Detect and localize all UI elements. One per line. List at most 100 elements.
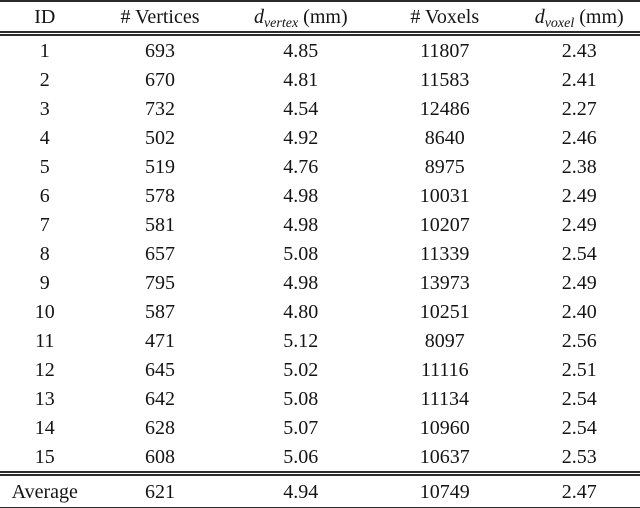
cell-num-voxels: 11134 [420,387,470,410]
table-row: 1 693 4.85 11807 2.43 [0,34,640,66]
table-row: 7 581 4.98 10207 2.49 [0,210,640,239]
math-symbol-d-vertex: d [253,5,264,28]
average-d-vertex: 4.94 [230,471,372,508]
header-row: ID # Vertices dvertex (mm) # Voxels dvoxe… [0,0,640,36]
table-footer: Average 621 4.94 10749 2.47 [0,471,640,508]
table-row: 3 732 4.54 12486 2.27 [0,94,640,123]
cell-d-vertex: 5.06 [283,445,319,468]
cell-d-voxel: 2.43 [561,39,597,62]
cell-id: 1 [39,39,50,62]
table-row: 4 502 4.92 8640 2.46 [0,123,640,152]
math-subscript-vertex: vertex [263,15,299,31]
cell-num-voxels: 10637 [419,445,470,468]
cell-d-voxel: 2.56 [561,329,597,352]
cell-d-voxel: 2.38 [561,155,597,178]
cell-id: 7 [39,213,50,236]
cell-id: 12 [34,358,55,381]
cell-num-voxels: 11583 [420,68,470,91]
cell-num-vertices: 502 [144,126,175,149]
average-row: Average 621 4.94 10749 2.47 [0,471,640,508]
average-d-voxel: 2.47 [518,471,640,508]
cell-d-voxel: 2.54 [561,242,597,265]
cell-id: 3 [39,97,50,120]
cell-d-vertex: 5.08 [283,387,319,410]
cell-num-vertices: 642 [144,387,175,410]
cell-d-voxel: 2.49 [561,213,597,236]
table-row: 13 642 5.08 11134 2.54 [0,384,640,413]
cell-id: 5 [39,155,50,178]
cell-num-voxels: 8097 [424,329,465,352]
cell-num-voxels: 11339 [420,242,470,265]
cell-d-vertex: 5.02 [283,358,319,381]
cell-num-vertices: 471 [144,329,175,352]
cell-d-voxel: 2.49 [561,271,597,294]
table-row: 9 795 4.98 13973 2.49 [0,268,640,297]
cell-d-vertex: 5.12 [283,329,319,352]
cell-d-vertex: 4.92 [283,126,319,149]
cell-num-vertices: 732 [144,97,175,120]
cell-d-voxel: 2.46 [561,126,597,149]
table-body: 1 693 4.85 11807 2.43 2 670 4.81 11583 2… [0,34,640,474]
cell-d-vertex: 4.76 [283,155,319,178]
cell-num-vertices: 587 [144,300,175,323]
cell-id: 4 [39,126,50,149]
cell-num-vertices: 519 [144,155,175,178]
col-header-id: ID [0,0,90,36]
cell-id: 6 [39,184,50,207]
table-row: 2 670 4.81 11583 2.41 [0,65,640,94]
cell-d-vertex: 4.81 [283,68,319,91]
cell-num-voxels: 11116 [420,358,469,381]
cell-num-voxels: 10960 [419,416,470,439]
cell-num-vertices: 670 [144,68,175,91]
cell-num-voxels: 8975 [424,155,465,178]
math-subscript-voxel: voxel [544,15,575,31]
cell-d-voxel: 2.41 [561,68,597,91]
table-row: 12 645 5.02 11116 2.51 [0,355,640,384]
cell-id: 9 [39,271,50,294]
cell-d-voxel: 2.49 [561,184,597,207]
unit-label-mm-vertex: (mm) [303,5,348,28]
cell-d-vertex: 4.98 [283,184,319,207]
average-label: Average [0,471,90,508]
cell-d-voxel: 2.54 [561,387,597,410]
average-voxels: 10749 [371,471,519,508]
table-row: 8 657 5.08 11339 2.54 [0,239,640,268]
cell-d-voxel: 2.40 [561,300,597,323]
cell-d-voxel: 2.27 [561,97,597,120]
cell-num-vertices: 645 [144,358,175,381]
cell-num-voxels: 11807 [420,39,470,62]
cell-id: 15 [34,445,55,468]
cell-id: 11 [35,329,55,352]
cell-d-vertex: 4.98 [283,213,319,236]
cell-num-voxels: 13973 [419,271,470,294]
col-header-d-voxel: dvoxel (mm) [518,0,640,36]
cell-num-vertices: 608 [144,445,175,468]
cell-num-voxels: 10207 [419,213,470,236]
average-vertices: 621 [89,471,231,508]
col-header-num-voxels: # Voxels [371,0,519,36]
table-row: 6 578 4.98 10031 2.49 [0,181,640,210]
table-row: 10 587 4.80 10251 2.40 [0,297,640,326]
cell-num-voxels: 10251 [419,300,470,323]
cell-num-vertices: 693 [144,39,175,62]
cell-d-vertex: 4.54 [283,97,319,120]
table-row: 5 519 4.76 8975 2.38 [0,152,640,181]
cell-num-voxels: 12486 [419,97,470,120]
cell-num-vertices: 578 [144,184,175,207]
cell-id: 10 [34,300,55,323]
table-header: ID # Vertices dvertex (mm) # Voxels dvoxe… [0,0,640,36]
cell-d-voxel: 2.54 [561,416,597,439]
math-symbol-d-voxel: d [534,5,545,28]
table-row: 11 471 5.12 8097 2.56 [0,326,640,355]
cell-d-vertex: 4.80 [283,300,319,323]
cell-id: 13 [34,387,55,410]
cell-num-vertices: 795 [144,271,175,294]
cell-d-voxel: 2.53 [561,445,597,468]
unit-label-mm-voxel: (mm) [579,5,624,28]
table-row: 15 608 5.06 10637 2.53 [0,442,640,474]
table-row: 14 628 5.07 10960 2.54 [0,413,640,442]
cell-id: 14 [34,416,55,439]
cell-id: 2 [39,68,50,91]
col-header-d-vertex: dvertex (mm) [230,0,372,36]
